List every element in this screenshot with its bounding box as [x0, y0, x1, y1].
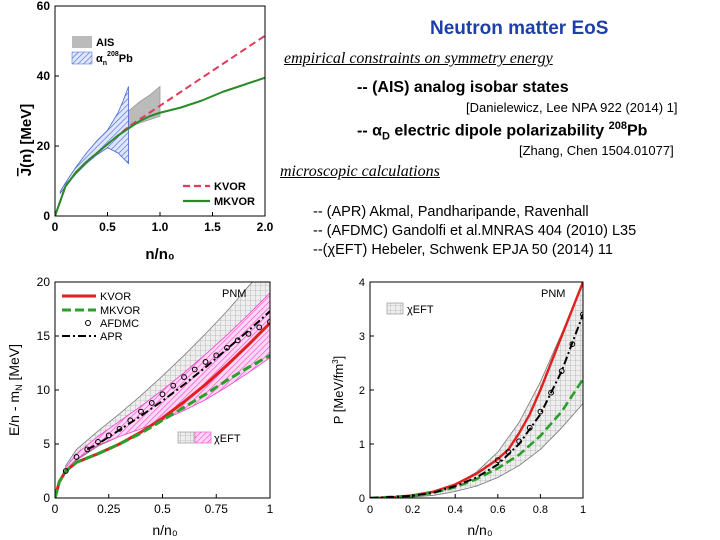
y-tick-label: 4: [359, 277, 365, 289]
x-tick-label: 1.5: [204, 220, 221, 234]
x-tick-label: 0: [52, 502, 59, 516]
series-afdmc-point: [505, 449, 512, 456]
legend-chieft-label: χEFT: [407, 304, 434, 316]
series-afdmc-point: [181, 374, 187, 380]
legend-afdmc-label: AFDMC: [100, 318, 139, 330]
series-afdmc-point: [62, 468, 69, 474]
calc-afdmc: -- (AFDMC) Gandolfi et al.MNRAS 404 (201…: [313, 223, 637, 239]
legend-alpha-label: αn208Pb: [96, 51, 133, 67]
series-afdmc-point: [267, 319, 270, 325]
x-axis-label: n/n₀: [467, 522, 492, 538]
series-afdmc-point: [516, 438, 523, 445]
series-afdmc-point: [159, 391, 166, 398]
series-mkvor-line: [55, 76, 265, 216]
series-afdmc-point: [537, 408, 544, 415]
ais-line: -- (AIS) analog isobar states: [357, 79, 569, 96]
series-afdmc-point: [580, 311, 583, 318]
section-microscopic: microscopic calculations: [280, 163, 440, 180]
y-tick-label: 20: [37, 275, 51, 289]
legend-afdmc-marker: [85, 320, 91, 326]
pnm-label: PNM: [541, 288, 565, 300]
legend-band-gray: [177, 431, 195, 444]
x-tick-label: 0.6: [490, 504, 505, 516]
calc-chieft: --(χEFT) Hebeler, Schwenk EPJA 50 (2014)…: [313, 242, 613, 258]
y-tick-label: 2: [359, 385, 365, 397]
x-tick-label: 2.0: [257, 220, 274, 234]
section-empirical: empirical constraints on symmetry energy: [284, 50, 553, 67]
series-afdmc-point: [148, 400, 155, 406]
series-afdmc-point: [494, 457, 501, 464]
y-axis-label: J(n) [MeV]: [18, 104, 35, 177]
legend-band-magenta: [194, 431, 212, 444]
ais-reference: [Danielewicz, Lee NPA 922 (2014) 1]: [466, 100, 678, 115]
series-afdmc-point: [526, 424, 533, 431]
y-tick-label: 5: [43, 437, 50, 451]
alpha-reference: [Zhang, Chen 1504.01077]: [519, 143, 674, 158]
x-tick-label: 0.2: [405, 504, 420, 516]
y-tick-label: 10: [37, 383, 51, 397]
x-axis-label: n/n₀: [152, 522, 177, 538]
series-afdmc-point: [191, 366, 198, 373]
slide-title: Neutron matter EoS: [430, 18, 609, 39]
y-tick-label: 0: [359, 493, 365, 505]
legend-kvor-label: KVOR: [100, 291, 131, 303]
legend-chieft-label: χEFT: [214, 433, 241, 445]
x-tick-label: 1: [267, 502, 274, 516]
y-tick-label: 40: [37, 69, 51, 83]
band-magenta: [65, 292, 270, 471]
x-axis-label: n/n₀: [145, 246, 174, 263]
pnm-label: PNM: [222, 288, 246, 300]
legend-mkvor-label: MKVOR: [100, 305, 140, 317]
band--: [59, 86, 129, 195]
y-tick-label: 0: [43, 491, 50, 505]
y-tick-label: 0: [43, 209, 50, 223]
y-axis-label: P [MeV/fm3]: [331, 356, 346, 425]
series-afdmc-point: [170, 382, 177, 389]
series-afdmc-point: [224, 344, 230, 351]
series-apr-line: [86, 310, 270, 451]
alpha-line: -- αD electric dipole polarizability 208…: [357, 120, 648, 143]
legend-ais-swatch: [72, 36, 92, 48]
calc-apr: -- (APR) Akmal, Pandharipande, Ravenhall: [313, 204, 589, 220]
series-afdmc-point: [116, 425, 123, 432]
legend-alpha-swatch: [71, 51, 93, 65]
symmetry-energy-chart: 0 0.5 1.0 1.5 2.0 0 20 40 60 J(n) [MeV] n/n₀ AIS…: [18, 0, 274, 263]
x-tick-label: 0: [367, 504, 373, 516]
series-afdmc-point: [569, 341, 576, 347]
x-tick-label: 0.8: [533, 504, 548, 516]
series-afdmc-point: [558, 368, 565, 374]
pressure-chart: 0 0.2 0.4 0.6 0.8 1 0 1 2 3 4 P [MeV/fm3] n/n₀ PNM…: [331, 277, 586, 538]
series-apr-line: [370, 314, 583, 498]
legend-band-gray: [386, 302, 404, 315]
x-tick-label: 0.5: [154, 502, 171, 516]
series-afdmc-point: [84, 446, 91, 453]
x-tick-label: 0.25: [97, 502, 121, 516]
x-tick-label: 0.75: [205, 502, 229, 516]
legend-kvor-label: KVOR: [214, 181, 246, 193]
y-tick-label: 60: [37, 0, 51, 13]
x-tick-label: 0.5: [99, 220, 116, 234]
legend-ais-label: AIS: [96, 37, 114, 49]
series-afdmc-point: [73, 454, 80, 460]
x-tick-label: 1.0: [152, 220, 169, 234]
series-afdmc-point: [202, 359, 209, 365]
x-tick-label: 1: [580, 504, 586, 516]
series-afdmc-point: [256, 324, 263, 331]
series-afdmc-point: [138, 408, 144, 415]
y-tick-label: 20: [37, 139, 51, 153]
series-afdmc-point: [234, 337, 241, 344]
legend-apr-label: APR: [100, 331, 123, 343]
series-afdmc-point: [548, 389, 554, 396]
x-tick-label: 0.4: [448, 504, 463, 516]
y-tick-label: 1: [359, 439, 365, 451]
legend-mkvor-label: MKVOR: [214, 196, 255, 208]
y-tick-label: 3: [359, 331, 365, 343]
x-tick-label: 0: [52, 220, 59, 234]
y-tick-label: 15: [37, 329, 51, 343]
y-axis-label: E/n - mN [MeV]: [6, 344, 24, 436]
